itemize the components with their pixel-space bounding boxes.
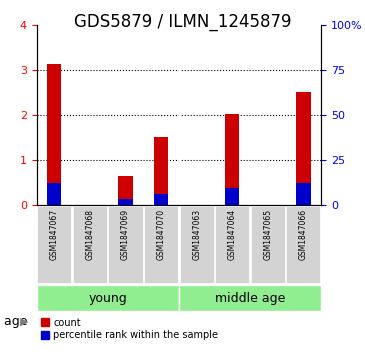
Bar <box>296 92 311 205</box>
Bar <box>118 176 132 205</box>
Bar <box>225 188 239 205</box>
Bar <box>296 183 311 205</box>
FancyBboxPatch shape <box>144 206 178 283</box>
FancyBboxPatch shape <box>179 285 321 311</box>
FancyBboxPatch shape <box>37 206 72 283</box>
Text: GSM1847063: GSM1847063 <box>192 209 201 260</box>
FancyBboxPatch shape <box>251 206 285 283</box>
Text: young: young <box>88 292 127 305</box>
Bar <box>118 199 132 205</box>
Text: GSM1847064: GSM1847064 <box>228 209 237 260</box>
Text: GDS5879 / ILMN_1245879: GDS5879 / ILMN_1245879 <box>74 13 291 31</box>
FancyBboxPatch shape <box>108 206 143 283</box>
FancyBboxPatch shape <box>286 206 320 283</box>
Legend: count, percentile rank within the sample: count, percentile rank within the sample <box>41 318 218 340</box>
Text: GSM1847069: GSM1847069 <box>121 209 130 260</box>
FancyBboxPatch shape <box>180 206 214 283</box>
Bar <box>47 64 61 205</box>
Text: ▶: ▶ <box>20 316 28 326</box>
Text: GSM1847068: GSM1847068 <box>85 209 95 260</box>
Bar <box>154 137 168 205</box>
Bar <box>154 194 168 205</box>
Text: GSM1847065: GSM1847065 <box>263 209 272 260</box>
Text: GSM1847067: GSM1847067 <box>50 209 59 260</box>
Text: age: age <box>4 315 31 328</box>
Text: middle age: middle age <box>215 292 285 305</box>
Bar <box>47 183 61 205</box>
FancyBboxPatch shape <box>73 206 107 283</box>
Bar <box>225 114 239 205</box>
Text: GSM1847066: GSM1847066 <box>299 209 308 260</box>
FancyBboxPatch shape <box>36 285 179 311</box>
Text: GSM1847070: GSM1847070 <box>157 209 166 260</box>
FancyBboxPatch shape <box>215 206 249 283</box>
